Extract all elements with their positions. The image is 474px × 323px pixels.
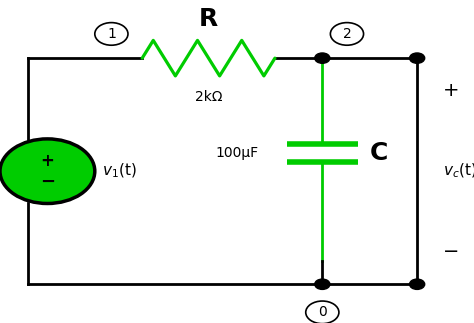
- Text: $v_1\mathrm{(t)}$: $v_1\mathrm{(t)}$: [102, 162, 137, 180]
- Circle shape: [410, 53, 425, 63]
- Text: 0: 0: [318, 305, 327, 319]
- Text: 2kΩ: 2kΩ: [195, 90, 222, 104]
- Text: 1: 1: [107, 27, 116, 41]
- Text: $v_c\mathrm{(t)}$: $v_c\mathrm{(t)}$: [443, 162, 474, 180]
- Circle shape: [315, 53, 330, 63]
- Text: 100μF: 100μF: [215, 146, 258, 160]
- Text: −: −: [40, 173, 55, 191]
- Circle shape: [0, 139, 95, 203]
- Circle shape: [315, 279, 330, 289]
- Text: +: +: [443, 81, 460, 100]
- Text: +: +: [40, 152, 55, 171]
- Text: C: C: [370, 141, 388, 165]
- Text: R: R: [199, 7, 218, 31]
- Text: −: −: [443, 243, 460, 261]
- Text: 2: 2: [343, 27, 351, 41]
- Circle shape: [410, 279, 425, 289]
